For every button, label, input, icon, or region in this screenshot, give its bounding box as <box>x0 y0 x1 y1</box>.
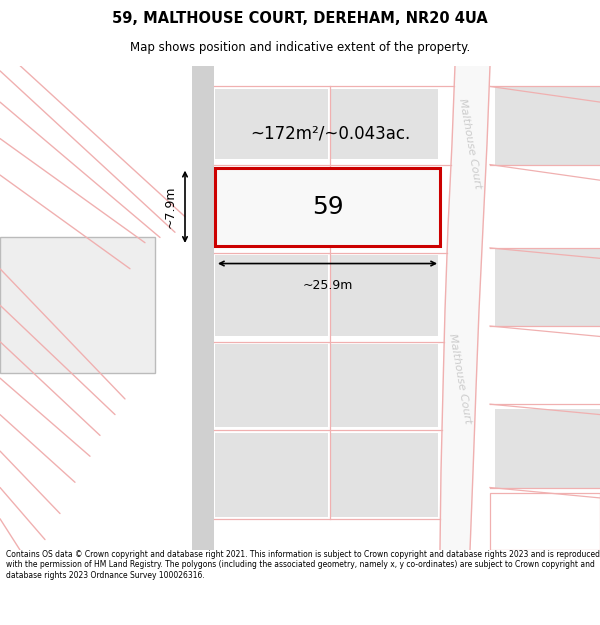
Text: 59: 59 <box>311 195 343 219</box>
Bar <box>495 248 600 326</box>
Bar <box>495 409 600 488</box>
Bar <box>215 255 328 336</box>
Text: Malthouse Court: Malthouse Court <box>457 98 483 189</box>
Bar <box>330 433 438 517</box>
Bar <box>215 167 328 248</box>
Bar <box>490 492 600 550</box>
Text: 59, MALTHOUSE COURT, DEREHAM, NR20 4UA: 59, MALTHOUSE COURT, DEREHAM, NR20 4UA <box>112 11 488 26</box>
Text: Malthouse Court: Malthouse Court <box>447 332 473 424</box>
Bar <box>215 89 328 159</box>
Bar <box>215 168 440 246</box>
Text: ~172m²/~0.043ac.: ~172m²/~0.043ac. <box>250 124 410 142</box>
Polygon shape <box>440 66 490 550</box>
Text: Map shows position and indicative extent of the property.: Map shows position and indicative extent… <box>130 41 470 54</box>
Bar <box>330 167 438 248</box>
Bar <box>330 255 438 336</box>
Bar <box>495 86 600 164</box>
Bar <box>330 344 438 427</box>
Bar <box>192 66 214 550</box>
Text: Contains OS data © Crown copyright and database right 2021. This information is : Contains OS data © Crown copyright and d… <box>6 550 600 580</box>
Bar <box>330 89 438 159</box>
Bar <box>0 238 155 373</box>
Text: ~25.9m: ~25.9m <box>302 279 353 292</box>
Bar <box>215 433 328 517</box>
Text: ~7.9m: ~7.9m <box>164 186 177 228</box>
Bar <box>215 344 328 427</box>
